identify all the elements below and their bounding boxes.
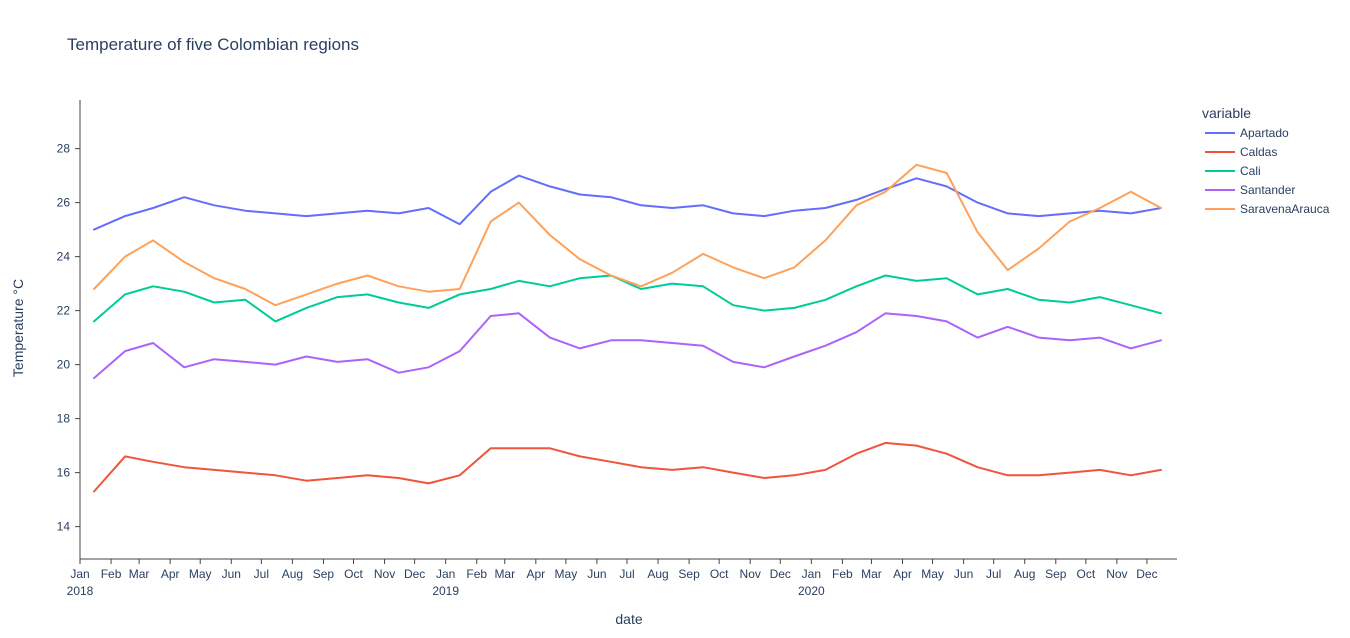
y-axis-title: Temperature °C [10, 279, 26, 377]
legend-label: Cali [1240, 164, 1261, 178]
x-tick-label: Aug [282, 567, 303, 581]
x-tick-label: Apr [893, 567, 912, 581]
series-line-caldas [93, 441, 1162, 493]
x-tick-label: Jul [986, 567, 1001, 581]
legend-item-santander[interactable]: Santander [1205, 183, 1295, 197]
legend-item-cali[interactable]: Cali [1205, 164, 1261, 178]
x-tick-label: May [189, 567, 212, 581]
x-tick-label: Oct [1076, 567, 1095, 581]
x-tick-label: Nov [740, 567, 761, 581]
x-tick-label: Mar [494, 567, 515, 581]
x-tick-label: Dec [770, 567, 791, 581]
x-tick-label: Mar [861, 567, 882, 581]
x-tick-label: Apr [161, 567, 180, 581]
chart-title: Temperature of five Colombian regions [67, 35, 359, 54]
x-tick-label: Sep [1045, 567, 1067, 581]
x-tick-label: May [555, 567, 578, 581]
x-year-label: 2019 [432, 584, 459, 598]
x-tick-label: Sep [678, 567, 700, 581]
x-tick-label: Nov [1106, 567, 1127, 581]
x-year-label: 2020 [798, 584, 825, 598]
legend-items: Apartado Caldas Cali Santander SaravenaArauc… [1205, 126, 1330, 216]
x-tick-label: Feb [466, 567, 487, 581]
series-line-cali [93, 274, 1162, 323]
x-tick-label: Mar [129, 567, 150, 581]
x-tick-label: Aug [1014, 567, 1035, 581]
x-tick-label: Nov [374, 567, 395, 581]
x-tick-label: May [921, 567, 944, 581]
y-axis-ticks: 14 16 18 20 22 24 26 28 [57, 142, 80, 534]
legend-label: Santander [1240, 183, 1295, 197]
x-tick-label: Jan [70, 567, 89, 581]
x-axis-ticks: Jan Feb Mar Apr May Jun Jul Aug Sep Oct Nov Dec 2018… [67, 559, 1158, 598]
y-tick-label: 14 [57, 520, 71, 534]
y-tick-label: 24 [57, 250, 71, 264]
x-tick-label: Jun [954, 567, 973, 581]
x-tick-label: Jan [436, 567, 455, 581]
legend-item-caldas[interactable]: Caldas [1205, 145, 1277, 159]
x-tick-label: Oct [344, 567, 363, 581]
y-tick-label: 22 [57, 304, 71, 318]
y-tick-label: 20 [57, 358, 71, 372]
legend-title: variable [1202, 105, 1251, 121]
legend-item-apartado[interactable]: Apartado [1205, 126, 1289, 140]
x-tick-label: Aug [647, 567, 668, 581]
x-tick-label: Jan [802, 567, 821, 581]
x-tick-label: Oct [710, 567, 729, 581]
x-tick-label: Feb [832, 567, 853, 581]
series-line-saravenaarauca [93, 163, 1162, 307]
legend-label: Caldas [1240, 145, 1277, 159]
x-tick-label: Jun [222, 567, 241, 581]
legend: variable Apartado Caldas Cali Santander Sara… [1202, 105, 1330, 216]
x-tick-label: Jul [254, 567, 269, 581]
x-tick-label: Dec [404, 567, 425, 581]
series-line-apartado [93, 174, 1162, 231]
series-line-santander [93, 312, 1162, 380]
legend-label: Apartado [1240, 126, 1289, 140]
x-tick-label: Jun [587, 567, 606, 581]
x-tick-label: Apr [526, 567, 545, 581]
y-tick-label: 16 [57, 466, 71, 480]
x-year-label: 2018 [67, 584, 94, 598]
legend-label: SaravenaArauca [1240, 202, 1330, 216]
legend-item-saravenaarauca[interactable]: SaravenaArauca [1205, 202, 1330, 216]
x-axis-title: date [615, 611, 642, 627]
x-tick-label: Sep [313, 567, 335, 581]
x-tick-label: Jul [619, 567, 634, 581]
y-tick-label: 28 [57, 142, 71, 156]
plot-area: 14 16 18 20 22 24 26 28 Jan Feb Mar Apr May Jun Jul Au… [57, 100, 1177, 598]
y-tick-label: 18 [57, 412, 71, 426]
x-tick-label: Feb [101, 567, 122, 581]
series-layer [93, 163, 1162, 493]
x-tick-label: Dec [1136, 567, 1157, 581]
y-tick-label: 26 [57, 196, 71, 210]
